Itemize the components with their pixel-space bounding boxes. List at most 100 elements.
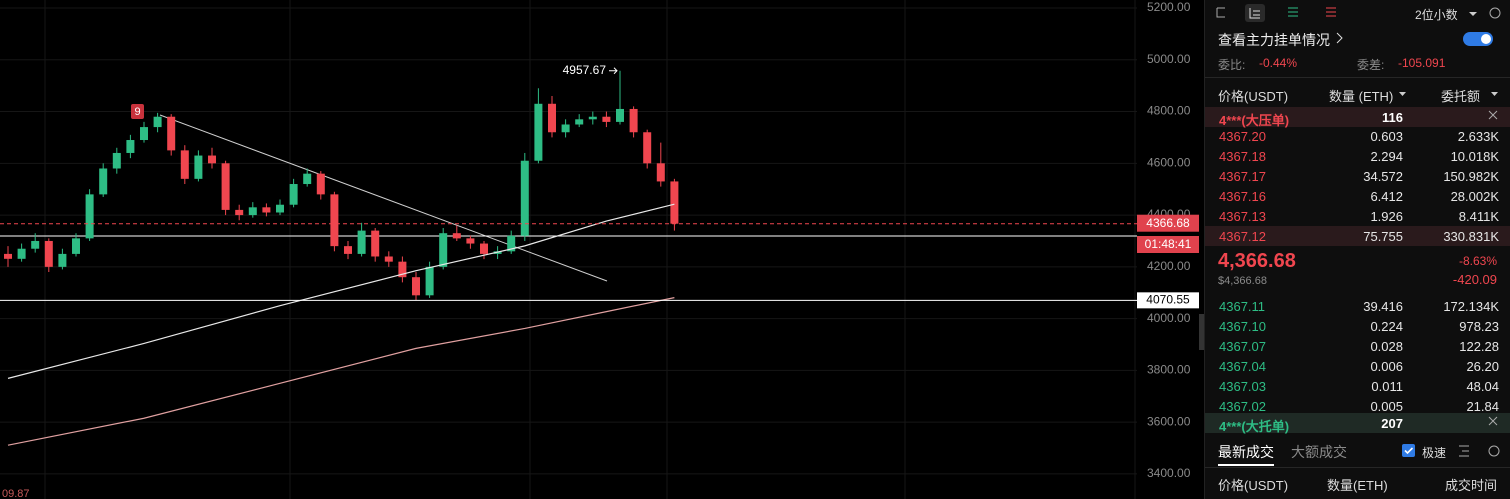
price: 4367.17 xyxy=(1219,169,1266,184)
candle-body xyxy=(643,132,652,164)
candle-body xyxy=(371,230,380,257)
level-label: 4070.55 xyxy=(1146,293,1190,307)
close[interactable] xyxy=(1487,414,1499,428)
header-price: 价格(USDT) xyxy=(1218,89,1289,104)
candle-body xyxy=(112,152,121,169)
quantity: 34.572 xyxy=(1363,169,1403,184)
collapse-tab[interactable] xyxy=(1199,314,1204,350)
candle-body xyxy=(126,140,135,153)
chevron xyxy=(1336,32,1343,44)
candle-body xyxy=(4,253,12,259)
candle-body xyxy=(439,233,448,267)
icon-both[interactable] xyxy=(1249,8,1260,19)
candle-body xyxy=(384,256,393,262)
asks-row[interactable]: 4367.16 6.412 28.002K xyxy=(1205,186,1510,206)
bids-row[interactable]: 4367.03 0.011 48.04 xyxy=(1205,376,1510,396)
bids-row[interactable]: 4367.02 0.005 21.84 xyxy=(1205,396,1510,416)
moving-average xyxy=(7,297,675,446)
toggle[interactable] xyxy=(1463,31,1495,47)
asks-row[interactable]: 4367.13 1.926 8.411K xyxy=(1205,206,1510,226)
candle-body xyxy=(344,246,352,254)
big-bid-row[interactable]: 4***(大托单) 207 xyxy=(1205,413,1510,434)
icon-layout[interactable] xyxy=(1216,7,1225,18)
candle-body xyxy=(140,127,148,141)
icon-asks[interactable] xyxy=(1326,7,1336,17)
price: 4367.03 xyxy=(1219,379,1266,394)
change: -420.09 xyxy=(1452,272,1497,287)
tab-large[interactable]: 大额成交 xyxy=(1291,444,1347,460)
price: 4367.13 xyxy=(1219,209,1266,224)
amount: 978.23 xyxy=(1459,319,1499,334)
icon-list[interactable] xyxy=(1459,445,1469,457)
candle-body xyxy=(575,119,584,125)
bids-row[interactable]: 4367.07 0.028 122.28 xyxy=(1205,336,1510,356)
last-price: 4,366.68 xyxy=(1218,250,1296,272)
main-orders-link[interactable]: 查看主力挂单情况 xyxy=(1218,32,1330,48)
big-bid-count: 207 xyxy=(1381,416,1403,431)
candle-body xyxy=(72,238,80,254)
close-icon[interactable] xyxy=(1487,414,1499,431)
y-tick-label: 3800.00 xyxy=(1147,363,1191,377)
tab-underline xyxy=(1218,464,1274,466)
big-ask-row[interactable]: 4***(大压单) 116 xyxy=(1205,107,1510,128)
asks-row[interactable]: 4367.12 75.755 330.831K xyxy=(1205,226,1510,246)
header-amount[interactable]: 委托额 xyxy=(1441,89,1481,104)
candle-body xyxy=(262,207,271,213)
price: 4367.11 xyxy=(1219,299,1266,314)
decimals-select[interactable]: 2位小数 xyxy=(1415,8,1458,22)
big-ask-count: 116 xyxy=(1382,110,1403,125)
candle-body xyxy=(466,238,475,244)
header-arrows xyxy=(1399,92,1498,96)
y-tick-label: 3400.00 xyxy=(1147,466,1191,480)
price: 4367.04 xyxy=(1219,359,1266,374)
trend-line xyxy=(159,114,608,282)
candle-body xyxy=(412,277,420,296)
bids-row[interactable]: 4367.10 0.224 978.23 xyxy=(1205,316,1510,336)
checkbox[interactable] xyxy=(1401,443,1417,459)
candle-body xyxy=(180,150,189,179)
toolbar-right xyxy=(1469,7,1501,19)
level-label-bg xyxy=(1137,292,1199,309)
dropdown-arrow[interactable] xyxy=(1469,12,1477,16)
candle-body xyxy=(17,248,26,259)
candle-body xyxy=(656,163,665,182)
quantity: 2.294 xyxy=(1370,149,1403,164)
amount: 330.831K xyxy=(1443,229,1499,244)
diff-label: 委差: xyxy=(1357,58,1385,72)
arrow xyxy=(1491,92,1498,96)
quantity: 0.603 xyxy=(1370,129,1403,144)
candle-body xyxy=(548,103,556,133)
quantity: 0.028 xyxy=(1370,339,1403,354)
candle-body xyxy=(194,155,203,179)
fast-label: 极速 xyxy=(1422,446,1447,460)
amount: 28.002K xyxy=(1450,189,1499,204)
candle-body xyxy=(31,240,40,249)
price: 4367.12 xyxy=(1219,229,1266,244)
trade-header-qty[interactable]: 数量(ETH) xyxy=(1327,478,1388,493)
close-icon[interactable] xyxy=(1487,108,1499,125)
asks-row[interactable]: 4367.20 0.603 2.633K xyxy=(1205,126,1510,146)
candle-body xyxy=(588,116,597,120)
candle-body xyxy=(629,108,638,133)
close[interactable] xyxy=(1487,108,1499,122)
asks-row[interactable]: 4367.18 2.294 10.018K xyxy=(1205,146,1510,166)
icon-active-bg[interactable] xyxy=(1245,4,1265,22)
bids-row[interactable]: 4367.04 0.006 26.20 xyxy=(1205,356,1510,376)
candle-body xyxy=(208,155,216,164)
icon-bids[interactable] xyxy=(1288,7,1298,17)
tab-latest[interactable]: 最新成交 xyxy=(1218,444,1274,460)
checkbox-box xyxy=(1402,444,1415,457)
cut-label: 09.87 xyxy=(2,488,30,499)
asks-row[interactable]: 4367.17 34.572 150.982K xyxy=(1205,166,1510,186)
amount: 8.411K xyxy=(1458,209,1499,224)
settings-icon[interactable] xyxy=(1489,7,1501,19)
chevron-path xyxy=(1336,32,1343,44)
bids-row[interactable]: 4367.11 39.416 172.134K xyxy=(1205,296,1510,316)
divider xyxy=(1205,467,1510,468)
candle-body xyxy=(602,116,611,122)
amount: 10.018K xyxy=(1450,149,1499,164)
header-qty[interactable]: 数量 (ETH) xyxy=(1329,89,1394,104)
icon-settings[interactable] xyxy=(1488,445,1500,457)
quantity: 75.755 xyxy=(1363,229,1403,244)
